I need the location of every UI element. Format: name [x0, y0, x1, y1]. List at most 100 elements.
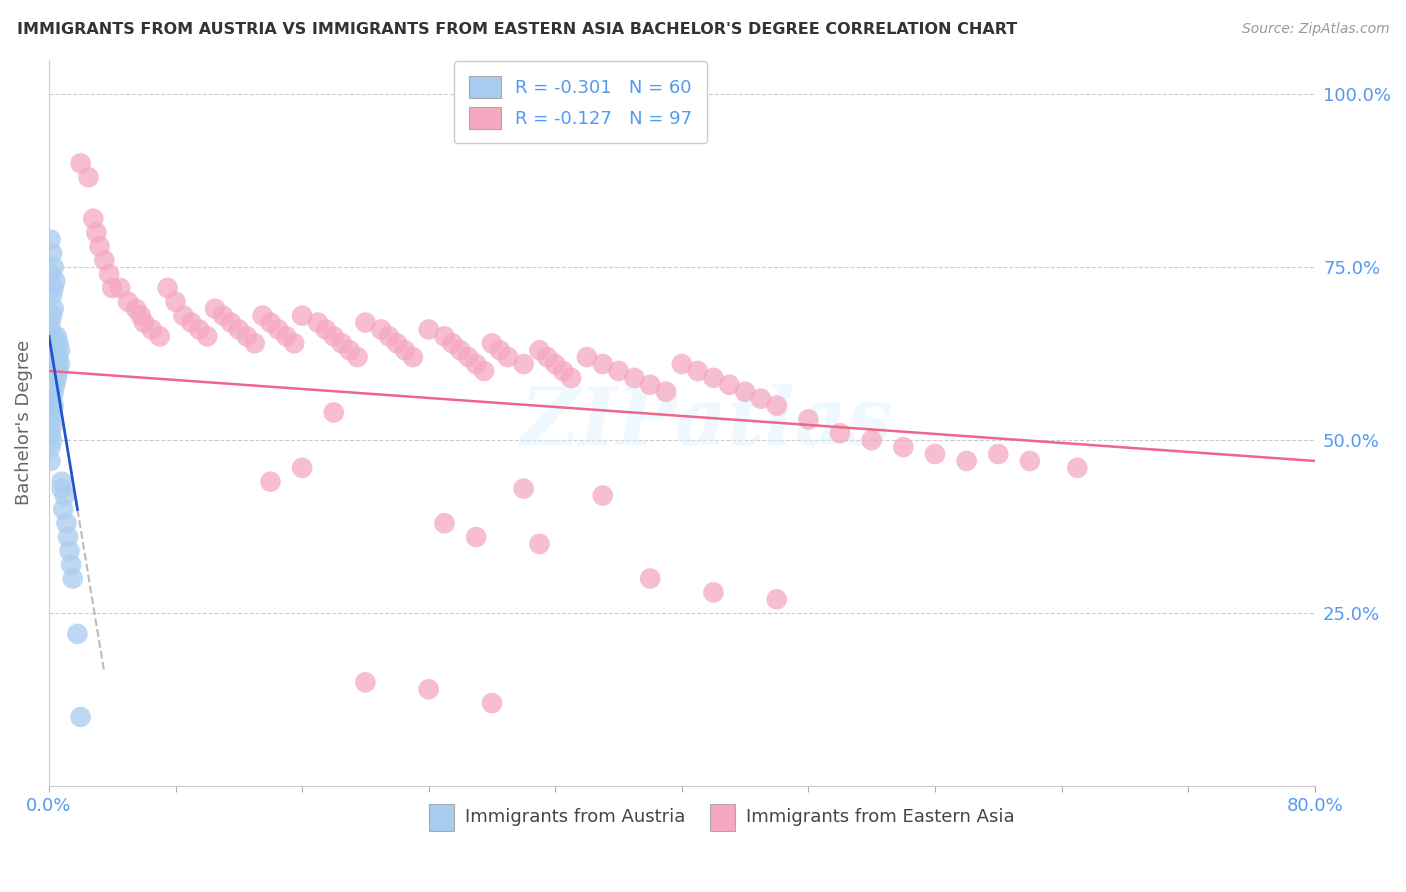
Point	[39, 412, 62, 426]
Point	[39, 329, 62, 343]
Point	[481, 336, 503, 351]
Point	[39, 454, 62, 468]
Point	[891, 440, 914, 454]
Point	[529, 537, 551, 551]
Point	[204, 301, 226, 316]
Point	[252, 309, 274, 323]
Point	[39, 316, 62, 330]
Point	[354, 675, 377, 690]
Point	[529, 343, 551, 358]
Point	[39, 343, 62, 358]
Point	[48, 350, 70, 364]
Point	[607, 364, 630, 378]
Point	[512, 357, 534, 371]
Point	[472, 364, 495, 378]
Point	[69, 710, 91, 724]
Point	[39, 440, 62, 454]
Point	[42, 329, 65, 343]
Point	[339, 343, 361, 358]
Point	[638, 377, 661, 392]
Point	[66, 627, 89, 641]
Point	[1018, 454, 1040, 468]
Point	[180, 316, 202, 330]
Point	[45, 329, 67, 343]
Point	[39, 399, 62, 413]
Point	[765, 592, 787, 607]
Point	[394, 343, 416, 358]
Point	[45, 371, 67, 385]
Point	[42, 371, 65, 385]
Point	[560, 371, 582, 385]
Point	[41, 405, 63, 419]
Point	[51, 475, 73, 489]
Point	[45, 343, 67, 358]
Point	[924, 447, 946, 461]
Point	[370, 322, 392, 336]
Point	[259, 475, 281, 489]
Point	[41, 350, 63, 364]
Point	[165, 294, 187, 309]
Point	[41, 288, 63, 302]
Point	[39, 384, 62, 399]
Point	[307, 316, 329, 330]
Point	[42, 260, 65, 275]
Point	[378, 329, 401, 343]
Point	[267, 322, 290, 336]
Point	[41, 336, 63, 351]
Point	[77, 170, 100, 185]
Point	[39, 357, 62, 371]
Point	[481, 696, 503, 710]
Point	[330, 336, 353, 351]
Point	[955, 454, 977, 468]
Point	[655, 384, 678, 399]
Point	[544, 357, 567, 371]
Point	[55, 516, 77, 531]
Point	[42, 343, 65, 358]
Point	[1066, 460, 1088, 475]
Point	[465, 530, 488, 544]
Y-axis label: Bachelor's Degree: Bachelor's Degree	[15, 340, 32, 506]
Point	[228, 322, 250, 336]
Point	[48, 336, 70, 351]
Legend: R = -0.301   N = 60, R = -0.127   N = 97: R = -0.301 N = 60, R = -0.127 N = 97	[454, 62, 707, 144]
Point	[129, 309, 152, 323]
Point	[536, 350, 558, 364]
Point	[322, 405, 344, 419]
Point	[39, 426, 62, 441]
Point	[58, 544, 80, 558]
Point	[41, 419, 63, 434]
Point	[149, 329, 172, 343]
Point	[44, 364, 66, 378]
Point	[553, 364, 575, 378]
Point	[465, 357, 488, 371]
Point	[489, 343, 512, 358]
Point	[62, 572, 84, 586]
Point	[623, 371, 645, 385]
Point	[52, 502, 75, 516]
Point	[39, 371, 62, 385]
Point	[60, 558, 83, 572]
Point	[354, 316, 377, 330]
Point	[172, 309, 194, 323]
Point	[195, 329, 218, 343]
Point	[49, 357, 72, 371]
Point	[418, 682, 440, 697]
Point	[638, 572, 661, 586]
Point	[132, 316, 155, 330]
Point	[496, 350, 519, 364]
Point	[592, 489, 614, 503]
Point	[291, 460, 314, 475]
Point	[291, 309, 314, 323]
Text: Immigrants from Eastern Asia: Immigrants from Eastern Asia	[747, 808, 1015, 826]
Point	[41, 392, 63, 406]
Point	[718, 377, 741, 392]
Text: Source: ZipAtlas.com: Source: ZipAtlas.com	[1241, 22, 1389, 37]
Point	[56, 530, 79, 544]
Point	[93, 253, 115, 268]
Point	[212, 309, 235, 323]
Point	[322, 329, 344, 343]
Point	[346, 350, 368, 364]
Point	[315, 322, 337, 336]
Text: IMMIGRANTS FROM AUSTRIA VS IMMIGRANTS FROM EASTERN ASIA BACHELOR'S DEGREE CORREL: IMMIGRANTS FROM AUSTRIA VS IMMIGRANTS FR…	[17, 22, 1017, 37]
Point	[592, 357, 614, 371]
